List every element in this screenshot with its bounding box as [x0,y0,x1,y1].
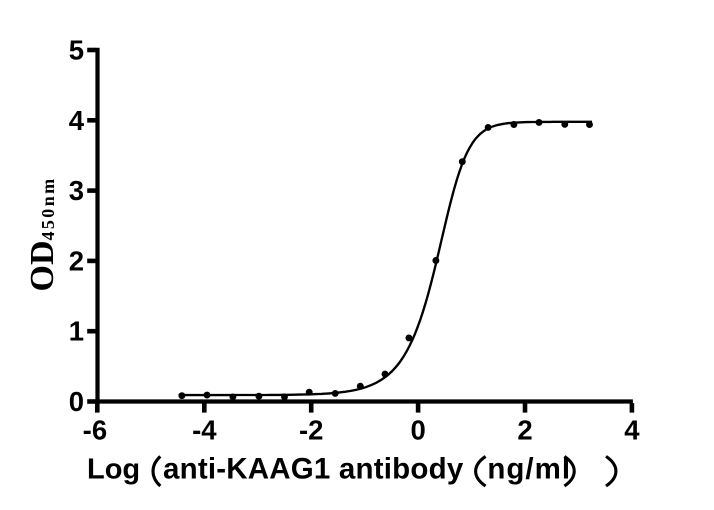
svg-text:2: 2 [517,415,532,446]
svg-text:4: 4 [69,105,85,136]
svg-text:0: 0 [69,386,84,417]
svg-text:ng/ml: ng/ml [487,452,571,485]
svg-text:4: 4 [624,415,640,446]
svg-text:1: 1 [69,316,84,347]
svg-text:anti-KAAG1 antibody: anti-KAAG1 antibody [163,452,464,485]
svg-text:0: 0 [410,415,425,446]
svg-text:-4: -4 [192,415,217,446]
svg-text:3: 3 [69,175,84,206]
svg-text:-2: -2 [299,415,323,446]
svg-text:-6: -6 [83,415,107,446]
svg-text:2: 2 [69,245,84,276]
svg-text:5: 5 [69,35,84,66]
svg-text:Log: Log [87,453,140,485]
